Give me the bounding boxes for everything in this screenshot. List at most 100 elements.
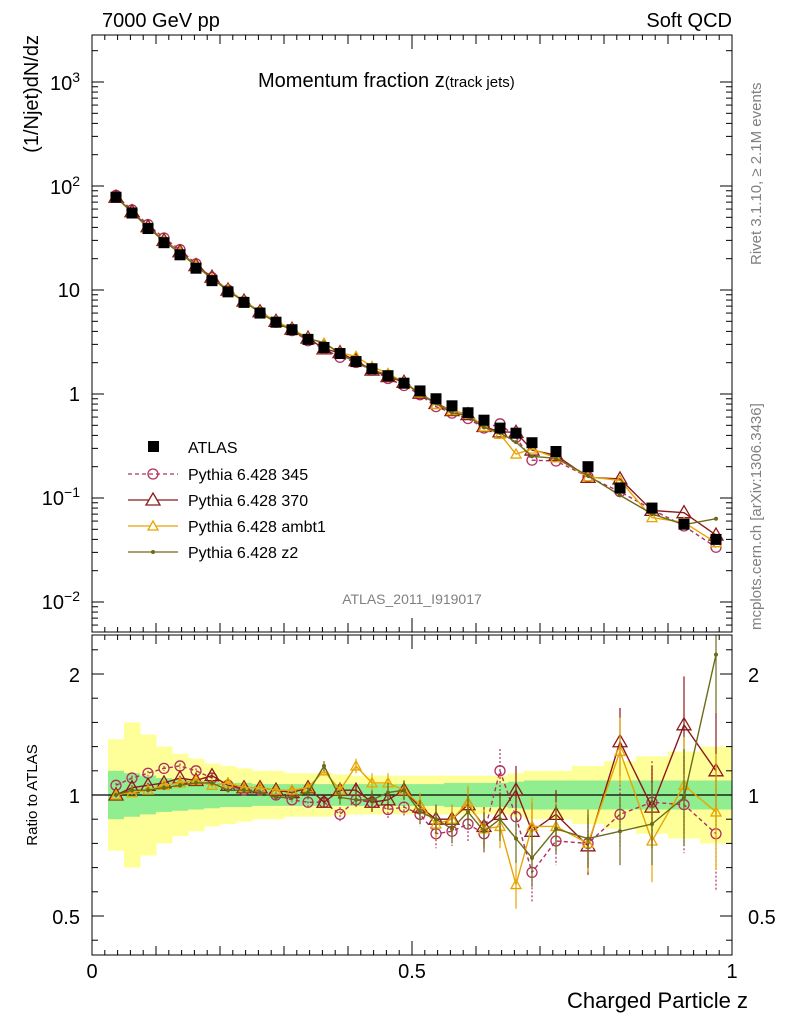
ratio-point-z2 [434, 817, 438, 822]
ratio-point-z2 [194, 780, 198, 785]
ratio-point-z2 [386, 790, 390, 795]
ratio-point-ambt1 [709, 805, 723, 817]
ratio-point-p370 [379, 791, 397, 806]
legend-marker-p345 [147, 468, 159, 480]
point-atlas [462, 407, 474, 419]
chart-title-sub: (track jets) [445, 74, 515, 91]
point-atlas [446, 400, 458, 412]
point-ambt1 [525, 442, 539, 454]
ratio-point-z2 [498, 817, 502, 822]
ratio-point-p370 [187, 772, 205, 787]
ratio-point-z2 [274, 795, 278, 800]
legend: ATLAS Pythia 6.428 345 Pythia 6.428 370 … [128, 440, 326, 562]
point-atlas [222, 286, 234, 298]
ratio-point-p370 [507, 781, 525, 796]
ratio-point-z2 [450, 826, 454, 831]
ratio-point-z2 [418, 809, 422, 814]
point-atlas [158, 237, 170, 249]
point-atlas [318, 341, 330, 353]
ratio-tick-label-0.5-right: 0.5 [748, 907, 776, 929]
legend-marker-ambt1 [146, 519, 160, 531]
y-tick-label-1e3: 103 [50, 69, 80, 95]
y-tick-label-10: 10 [58, 280, 80, 302]
point-atlas [206, 275, 218, 287]
point-atlas [510, 427, 522, 439]
legend-label-z2: Pythia 6.428 z2 [188, 545, 298, 562]
ratio-point-z2 [178, 783, 182, 788]
legend-label-p370: Pythia 6.428 370 [188, 493, 308, 510]
x-tick-label-0: 0 [86, 961, 97, 983]
ratio-point-z2 [242, 788, 246, 793]
legend-entry-atlas: ATLAS [148, 440, 238, 457]
point-atlas [582, 461, 594, 473]
ratio-point-z2 [210, 780, 214, 785]
point-z2 [450, 410, 454, 415]
y-tick-label-1e2: 102 [50, 173, 80, 199]
series-line-ambt1 [115, 196, 717, 544]
point-atlas [678, 518, 690, 530]
ratio-tick-label-2-left: 2 [69, 665, 80, 687]
ratio-point-p370 [675, 716, 693, 731]
ratio-point-z2 [714, 652, 718, 657]
point-z2 [530, 454, 534, 459]
ratio-point-z2 [146, 788, 150, 793]
point-ambt1 [549, 451, 563, 463]
axis-ticks [91, 35, 733, 955]
ratio-panel-series [107, 635, 725, 909]
ratio-point-p345 [398, 801, 410, 813]
point-z2 [618, 493, 622, 498]
point-atlas [478, 414, 490, 426]
point-ambt1 [581, 470, 595, 482]
ratio-point-z2 [354, 797, 358, 802]
ratio-point-z2 [290, 795, 294, 800]
legend-label-ambt1: Pythia 6.428 ambt1 [188, 519, 326, 536]
point-p370 [579, 469, 597, 483]
ratio-point-z2 [338, 795, 342, 800]
point-atlas [110, 191, 122, 203]
ratio-point-p345 [494, 765, 506, 777]
point-atlas [614, 482, 626, 494]
ratio-point-p345 [334, 808, 346, 821]
point-atlas [414, 385, 426, 397]
point-p370 [611, 470, 629, 485]
ratio-point-ambt1 [221, 776, 235, 788]
ratio-point-z2 [554, 826, 558, 831]
point-atlas [494, 422, 506, 434]
point-atlas [302, 333, 314, 345]
point-z2 [514, 440, 518, 445]
point-atlas [710, 533, 722, 545]
top-panel-series [107, 188, 725, 553]
point-atlas [334, 348, 346, 360]
ratio-point-z2 [514, 836, 518, 841]
ratio-tick-label-2-right: 2 [748, 665, 759, 687]
point-z2 [554, 456, 558, 461]
ratio-point-z2 [682, 795, 686, 800]
header-beam-label: 7000 GeV pp [102, 10, 220, 32]
point-atlas [350, 356, 362, 368]
ratio-point-p345 [126, 772, 138, 784]
point-atlas [646, 502, 658, 514]
legend-label-p345: Pythia 6.428 345 [188, 467, 308, 484]
mcplots-info: mcplots.cern.ch [arXiv:1306.3436] [748, 403, 765, 630]
legend-entry-z2: Pythia 6.428 z2 [128, 545, 298, 562]
point-ambt1 [509, 447, 523, 459]
analysis-id: ATLAS_2011_I919017 [342, 591, 482, 607]
ratio-tick-label-1-right: 1 [748, 786, 759, 808]
legend-marker-atlas [148, 441, 159, 452]
ratio-point-ambt1 [613, 745, 627, 757]
point-atlas [126, 207, 138, 219]
x-axis-label: Charged Particle z [567, 988, 748, 1013]
point-atlas [174, 249, 186, 261]
ratio-point-ambt1 [125, 786, 139, 798]
ratio-point-z2 [402, 788, 406, 793]
point-z2 [586, 473, 590, 478]
rivet-info: Rivet 3.1.10, ≥ 2.1M events [748, 83, 765, 266]
point-atlas [190, 262, 202, 274]
ratio-point-z2 [530, 855, 534, 860]
ratio-point-ambt1 [509, 878, 523, 890]
point-atlas [366, 363, 378, 375]
y-axis-label-top: (1/Njet)dN/dz [21, 35, 43, 153]
ratio-point-z2 [306, 790, 310, 795]
top-panel-frame [91, 34, 733, 633]
